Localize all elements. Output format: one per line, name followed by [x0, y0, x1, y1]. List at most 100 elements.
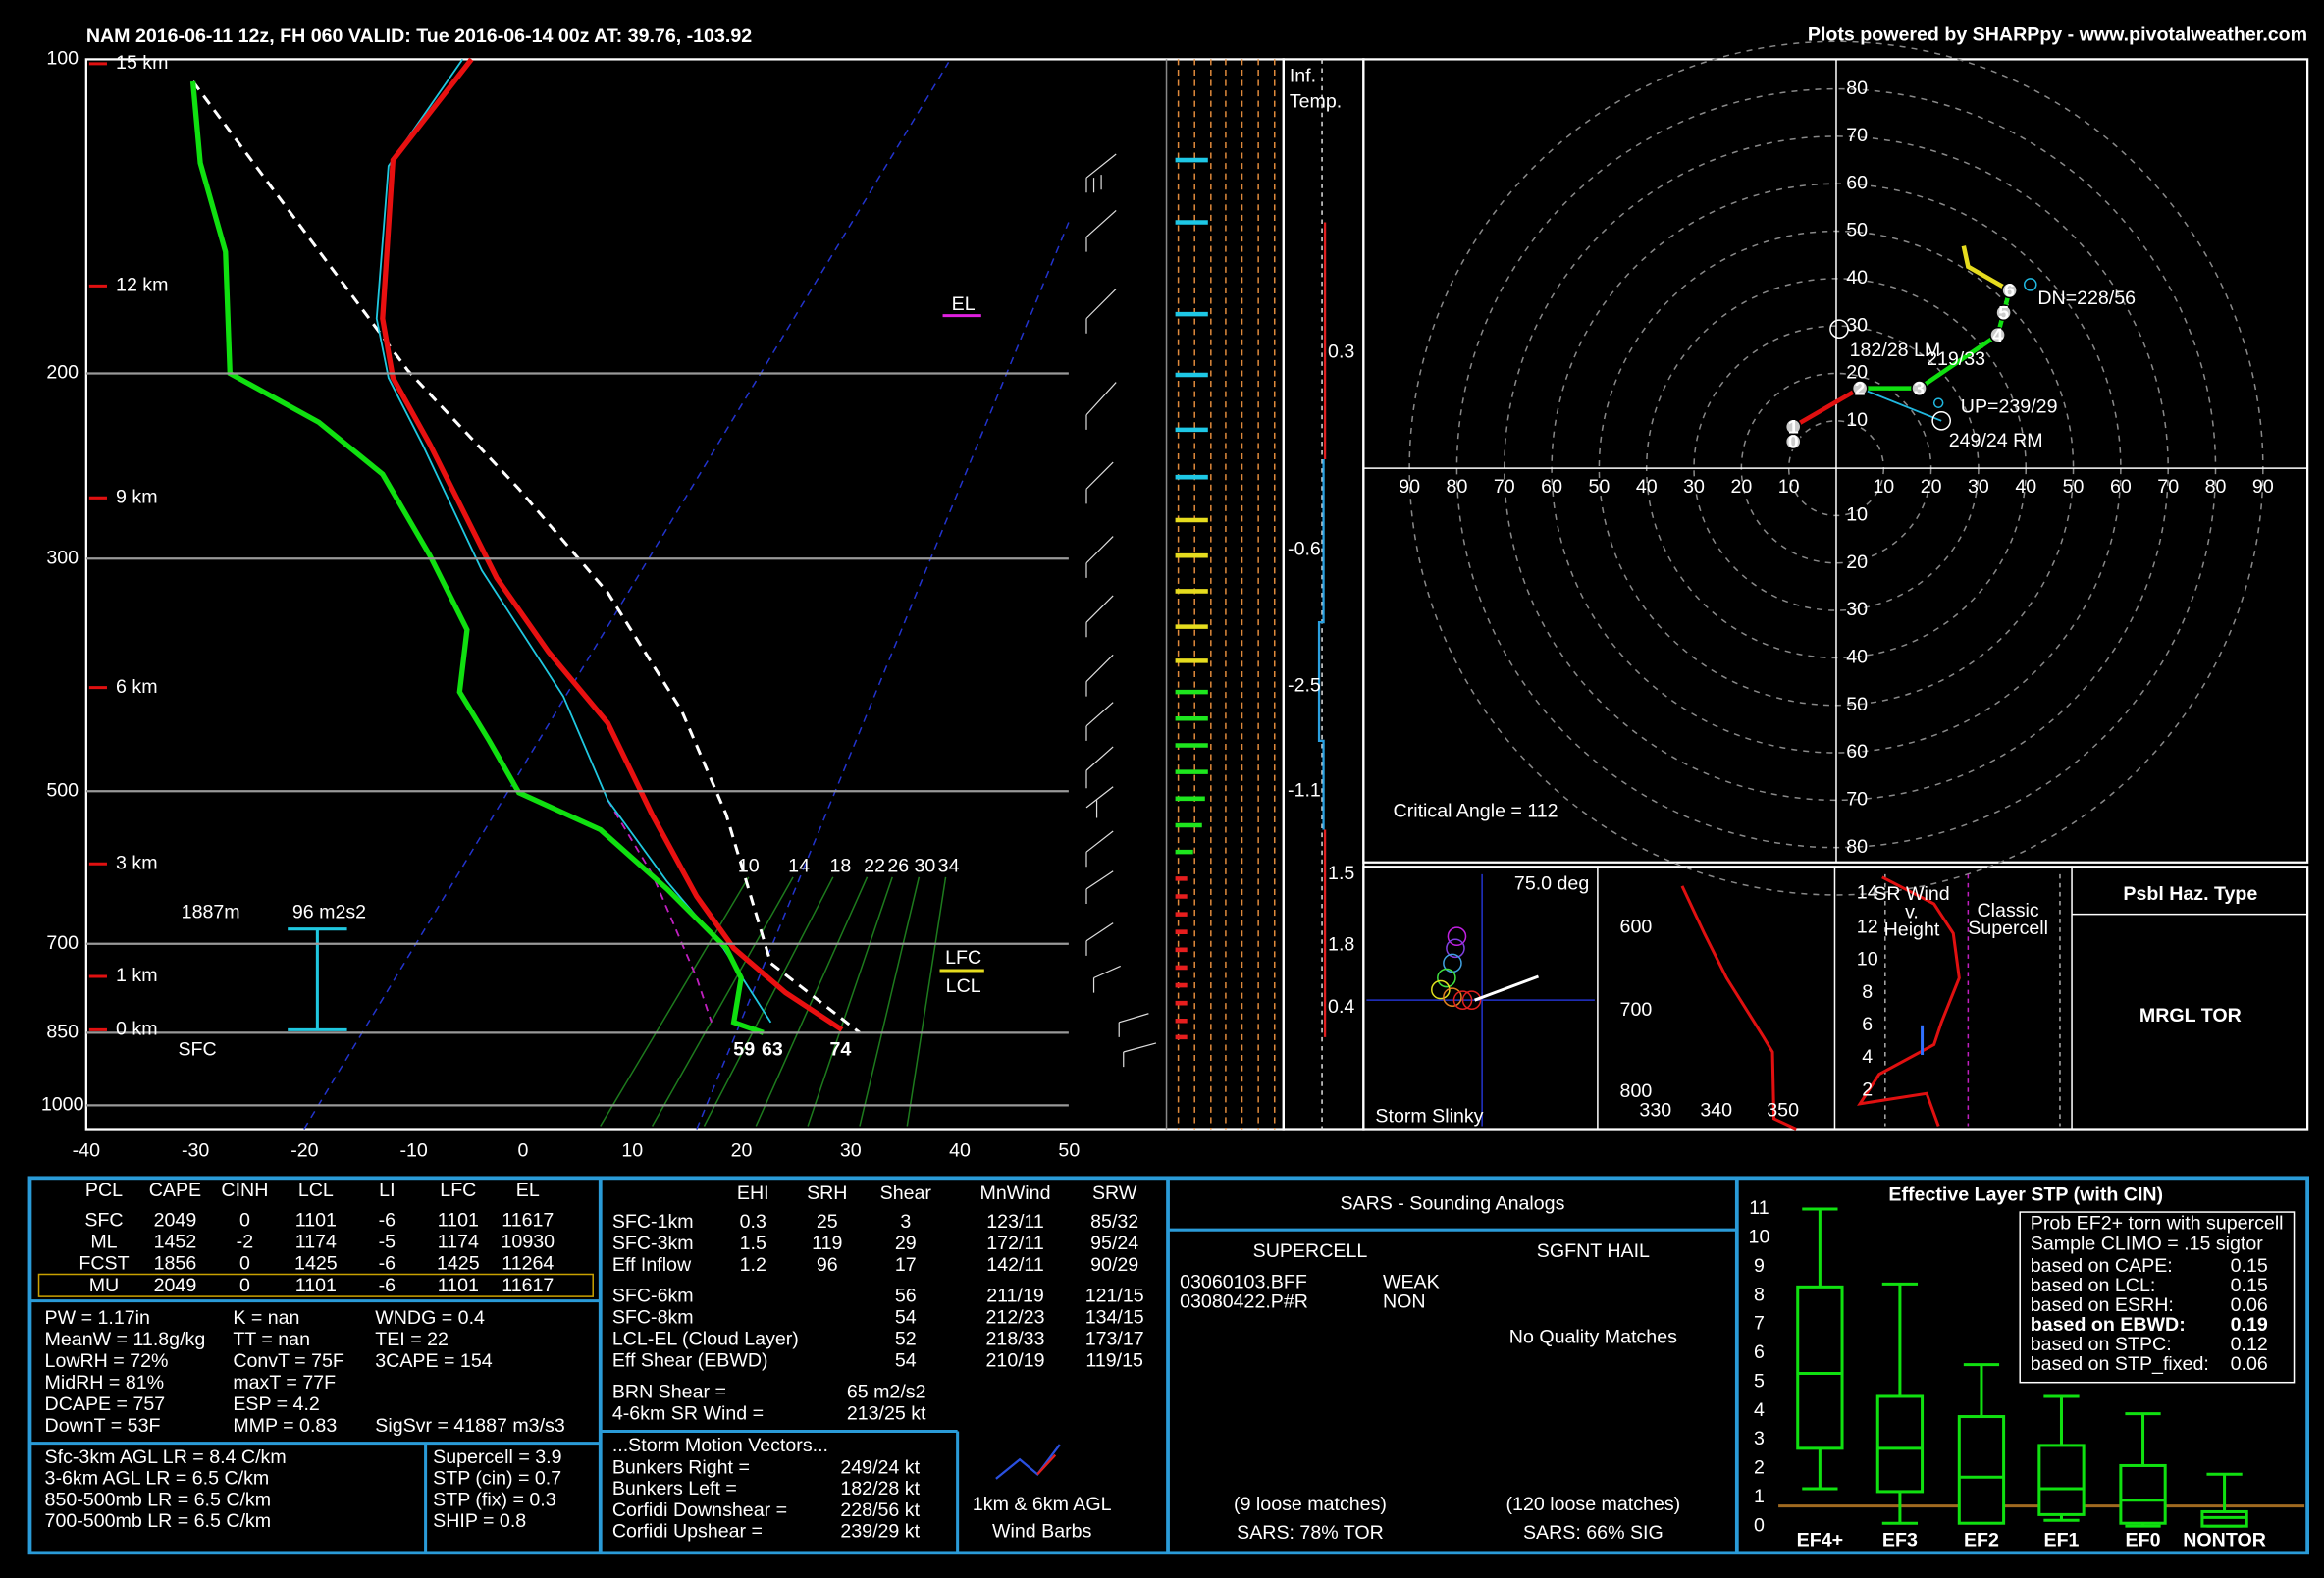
lfc-label: LFC [945, 947, 981, 969]
pressure-label: 200 [46, 362, 79, 384]
hodo-point [1784, 418, 1802, 436]
temp-label: -10 [400, 1139, 428, 1161]
stp-prob-value: 0.12 [2231, 1334, 2268, 1355]
srwind-label: 12 [1857, 916, 1878, 937]
kin-cell: SFC-6km [612, 1285, 694, 1306]
thermo-index: ESP = 4.2 [233, 1394, 320, 1415]
critical-angle: Critical Angle = 112 [1394, 801, 1558, 822]
sars-loose: (9 loose matches) [1234, 1494, 1387, 1515]
thermo-cell: 1101 [295, 1275, 337, 1296]
thermo-cell: MU [89, 1275, 120, 1296]
motion-value: 249/24 kt [840, 1456, 920, 1478]
thermo-header: PCL [85, 1180, 123, 1201]
temp-label: 30 [840, 1139, 862, 1161]
thermo-cell: -5 [379, 1232, 396, 1253]
stp-prob-label: based on CAPE: [2031, 1255, 2173, 1277]
ring-label: 80 [1447, 476, 1468, 498]
lapse-rate: 700-500mb LR = 6.5 C/km [45, 1510, 272, 1532]
skewt-background [303, 59, 1327, 1130]
composite-index: Supercell = 3.9 [433, 1446, 561, 1468]
thermo-cell: 1452 [154, 1232, 197, 1253]
thermo-index: DownT = 53F [45, 1415, 161, 1437]
thermo-cell: SFC [84, 1209, 123, 1231]
srwind-label: 8 [1862, 981, 1873, 1003]
ring-label: 80 [1846, 836, 1868, 858]
temp-label: 20 [731, 1139, 753, 1161]
sars-result: SARS: 78% TOR [1237, 1522, 1384, 1544]
inf-value: 1.8 [1328, 933, 1354, 955]
kin-cell: Eff Inflow [612, 1254, 692, 1276]
thermo-cell: -6 [379, 1209, 396, 1231]
stp-prob-label: based on EBWD: [2031, 1314, 2186, 1336]
thermo-cell: 0 [239, 1209, 250, 1231]
sars-match: 03060103.BFF [1180, 1272, 1307, 1293]
hodograph-background [1363, 40, 2308, 896]
motion-label: Bunkers Right = [612, 1456, 750, 1478]
thermo-header: CAPE [149, 1180, 201, 1201]
thermo-cell: 10930 [502, 1232, 555, 1253]
stp-category: EF1 [2044, 1529, 2080, 1551]
motion-label: Corfidi Downshear = [612, 1499, 787, 1521]
stp-prob-label: based on LCL: [2031, 1275, 2156, 1296]
stp-title: Effective Layer STP (with CIN) [1888, 1184, 2163, 1206]
mixing-label: 14 [788, 855, 810, 876]
mean-label: 219/33 [1927, 348, 1985, 370]
composite-index: SHIP = 0.8 [433, 1510, 526, 1532]
thermo-cell: 1174 [295, 1232, 337, 1253]
stp-prob-label: based on STP_fixed: [2031, 1353, 2209, 1375]
theta-t-label: 340 [1700, 1100, 1732, 1122]
kin-cell: 54 [895, 1349, 917, 1371]
theta-p-label: 800 [1620, 1080, 1653, 1102]
temp-label: 0 [517, 1139, 528, 1161]
thermo-index: TEI = 22 [375, 1329, 449, 1350]
kin-cell: 173/17 [1085, 1328, 1144, 1349]
thermo-cell: 1425 [437, 1253, 480, 1275]
kin-cell: 123/11 [986, 1211, 1044, 1233]
kin-cell: 85/32 [1090, 1211, 1138, 1233]
inf-title: Inf. [1290, 66, 1316, 87]
ring-label: 10 [1846, 409, 1868, 431]
kin-cell: 121/15 [1085, 1285, 1144, 1306]
stp-category: EF4+ [1797, 1529, 1843, 1551]
kin-header: SRW [1092, 1183, 1137, 1204]
kin-cell: 172/11 [986, 1233, 1044, 1254]
eff-srh: 96 m2s2 [292, 901, 366, 922]
thermo-cell: 11264 [502, 1253, 554, 1275]
sars-match: 03080422.P#R [1180, 1290, 1308, 1312]
kin-cell: 25 [817, 1211, 838, 1233]
height-label: 12 km [116, 275, 168, 296]
stp-prob-value: 0.06 [2231, 1353, 2268, 1375]
kin-cell: 95/24 [1090, 1233, 1138, 1254]
hodo-point-label: 4 [1992, 325, 2003, 346]
hazard-value: MRGL TOR [2139, 1005, 2242, 1026]
ring-label: 50 [1589, 476, 1611, 498]
kin-cell: LCL-EL (Cloud Layer) [612, 1328, 799, 1349]
dn-label: DN=228/56 [2037, 288, 2136, 309]
kin-cell: 211/19 [986, 1285, 1044, 1306]
ring-label: 40 [1846, 267, 1868, 289]
motion-label: Bunkers Left = [612, 1478, 737, 1499]
hazard-title: Psbl Haz. Type [2123, 883, 2257, 905]
lapse-rate: 3-6km AGL LR = 6.5 C/km [45, 1468, 270, 1490]
kin-header: EHI [737, 1183, 769, 1204]
thermo-header: LFC [440, 1180, 476, 1201]
kin-cell: Eff Shear (EBWD) [612, 1349, 768, 1371]
ring-label: 60 [1541, 476, 1562, 498]
thermo-index: WNDG = 0.4 [375, 1307, 485, 1329]
stp-tick: 5 [1754, 1370, 1765, 1392]
pressure-label: 700 [46, 932, 79, 954]
skewt-profiles [189, 57, 984, 1035]
stp-tick: 6 [1754, 1341, 1765, 1363]
stp-box [2119, 1463, 2167, 1525]
theta-t-label: 330 [1639, 1100, 1671, 1122]
stp-category: EF0 [2126, 1529, 2161, 1551]
ring-label: 50 [1846, 220, 1868, 241]
ring-label: 20 [1846, 362, 1868, 384]
hodo-point-label: 0 [1788, 432, 1799, 453]
hodo-point [1989, 326, 2006, 343]
kin-cell: 119/15 [1085, 1349, 1143, 1371]
thermo-index: PW = 1.17in [45, 1307, 150, 1329]
ring-label: 30 [1968, 476, 1989, 498]
thermo-index: SigSvr = 41887 m3/s3 [375, 1415, 565, 1437]
